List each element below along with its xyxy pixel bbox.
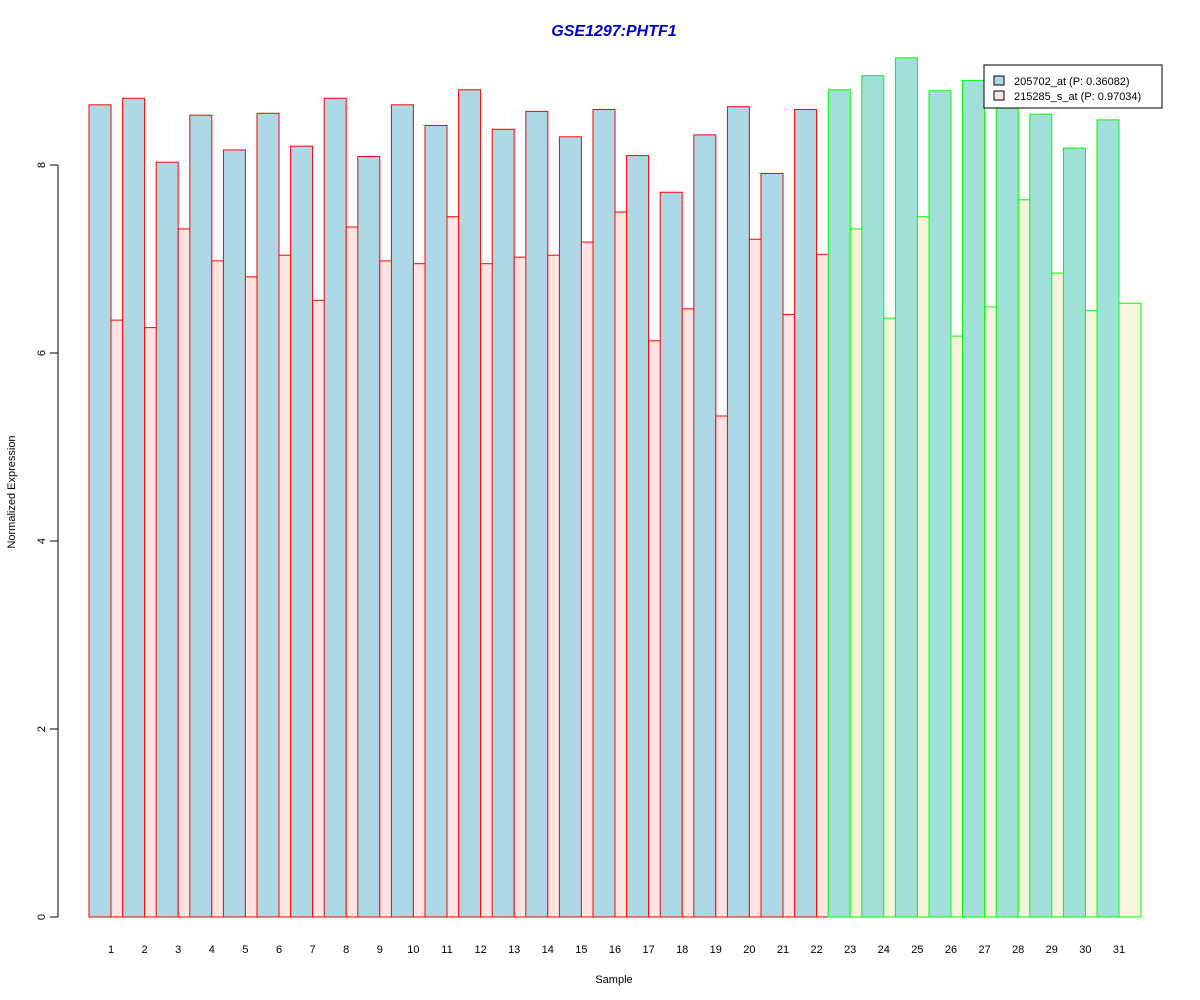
- bar-205702: [592, 109, 616, 918]
- legend-swatch-205702: [993, 75, 1005, 86]
- x-tick-label: 15: [575, 944, 587, 956]
- chart-title: GSE1297:PHTF1: [551, 23, 676, 40]
- x-tick-label: 29: [1046, 944, 1058, 956]
- x-tick-label: 5: [242, 944, 248, 956]
- x-tick-label: 11: [441, 944, 452, 956]
- legend-swatch-215285: [993, 90, 1005, 101]
- x-tick-label: 21: [777, 944, 789, 956]
- bar-205702: [122, 97, 146, 918]
- bar-205702: [995, 101, 1019, 918]
- x-tick-label: 6: [276, 944, 282, 956]
- x-tick-label: 7: [310, 944, 316, 956]
- x-tick-label: 25: [911, 944, 923, 956]
- x-tick-label: 23: [844, 944, 856, 956]
- x-tick-label: 19: [710, 944, 722, 956]
- bar-205702: [1029, 113, 1053, 918]
- x-tick-label: 17: [642, 944, 654, 956]
- x-tick-label: 28: [1012, 944, 1024, 956]
- bar-205702: [861, 75, 885, 918]
- bar-205702: [962, 79, 986, 918]
- bar-205702: [1096, 119, 1120, 918]
- y-tick-label: 4: [36, 538, 48, 544]
- bar-205702: [189, 114, 213, 918]
- x-tick-label: 14: [542, 944, 554, 956]
- x-axis-label: Sample: [595, 974, 632, 986]
- bar-205702: [424, 125, 448, 918]
- bar-205702: [155, 161, 179, 918]
- y-tick-label: 0: [36, 914, 48, 920]
- bar-205702: [491, 128, 515, 918]
- bar-205702: [323, 97, 347, 918]
- x-tick-label: 1: [108, 944, 114, 956]
- x-tick-label: 18: [676, 944, 688, 956]
- bars-group: [88, 57, 1142, 918]
- bar-205702: [88, 104, 112, 918]
- x-tick-label: 27: [978, 944, 990, 956]
- bar-205702: [357, 156, 381, 918]
- x-tick-label: 22: [810, 944, 822, 956]
- legend-label-205702: 205702_at (P: 0.36082): [1014, 76, 1130, 88]
- x-tick-label: 30: [1079, 944, 1091, 956]
- y-axis-label: Normalized Expression: [6, 435, 18, 548]
- x-axis: 1 2 3 4 5 6 7 8 9 10 11 12 13 14 15 16 17 18 19 20 21 22 23 24 2…: [108, 944, 1125, 956]
- bar-205702: [525, 110, 549, 918]
- bar-205702: [256, 112, 280, 918]
- bar-205702: [928, 90, 952, 918]
- bar-205702: [693, 134, 717, 918]
- legend-box: [983, 64, 1163, 109]
- x-tick-label: 13: [508, 944, 520, 956]
- x-tick-label: 24: [878, 944, 890, 956]
- x-tick-label: 16: [609, 944, 621, 956]
- x-tick-label: 31: [1113, 944, 1125, 956]
- y-axis: 0 2 4 6 8: [36, 162, 59, 920]
- bar-205702: [894, 57, 918, 918]
- bar-205702: [827, 89, 851, 918]
- y-tick-label: 2: [36, 726, 48, 732]
- bar-205702: [290, 145, 314, 918]
- bar-205702: [390, 104, 414, 918]
- x-tick-label: 4: [209, 944, 215, 956]
- x-tick-label: 26: [945, 944, 957, 956]
- bar-205702: [558, 136, 582, 918]
- x-tick-label: 9: [377, 944, 383, 956]
- legend-label-215285: 215285_s_at (P: 0.97034): [1014, 91, 1141, 103]
- bar-205702: [1062, 147, 1086, 918]
- bar-205702: [222, 149, 246, 918]
- y-tick-label: 6: [36, 350, 48, 356]
- legend: 205702_at (P: 0.36082) 215285_s_at (P: 0…: [983, 64, 1163, 109]
- x-tick-label: 8: [343, 944, 349, 956]
- bar-205702: [659, 191, 683, 918]
- bar-205702: [626, 155, 650, 918]
- x-tick-label: 20: [743, 944, 755, 956]
- y-tick-label: 8: [36, 162, 48, 168]
- bar-205702: [794, 109, 818, 918]
- bar-205702: [726, 106, 750, 918]
- x-tick-label: 10: [407, 944, 419, 956]
- x-tick-label: 2: [142, 944, 148, 956]
- x-tick-label: 3: [175, 944, 181, 956]
- bar-205702: [760, 172, 784, 918]
- x-tick-label: 12: [474, 944, 486, 956]
- bar-205702: [458, 89, 482, 918]
- bar-215285: [1118, 302, 1142, 918]
